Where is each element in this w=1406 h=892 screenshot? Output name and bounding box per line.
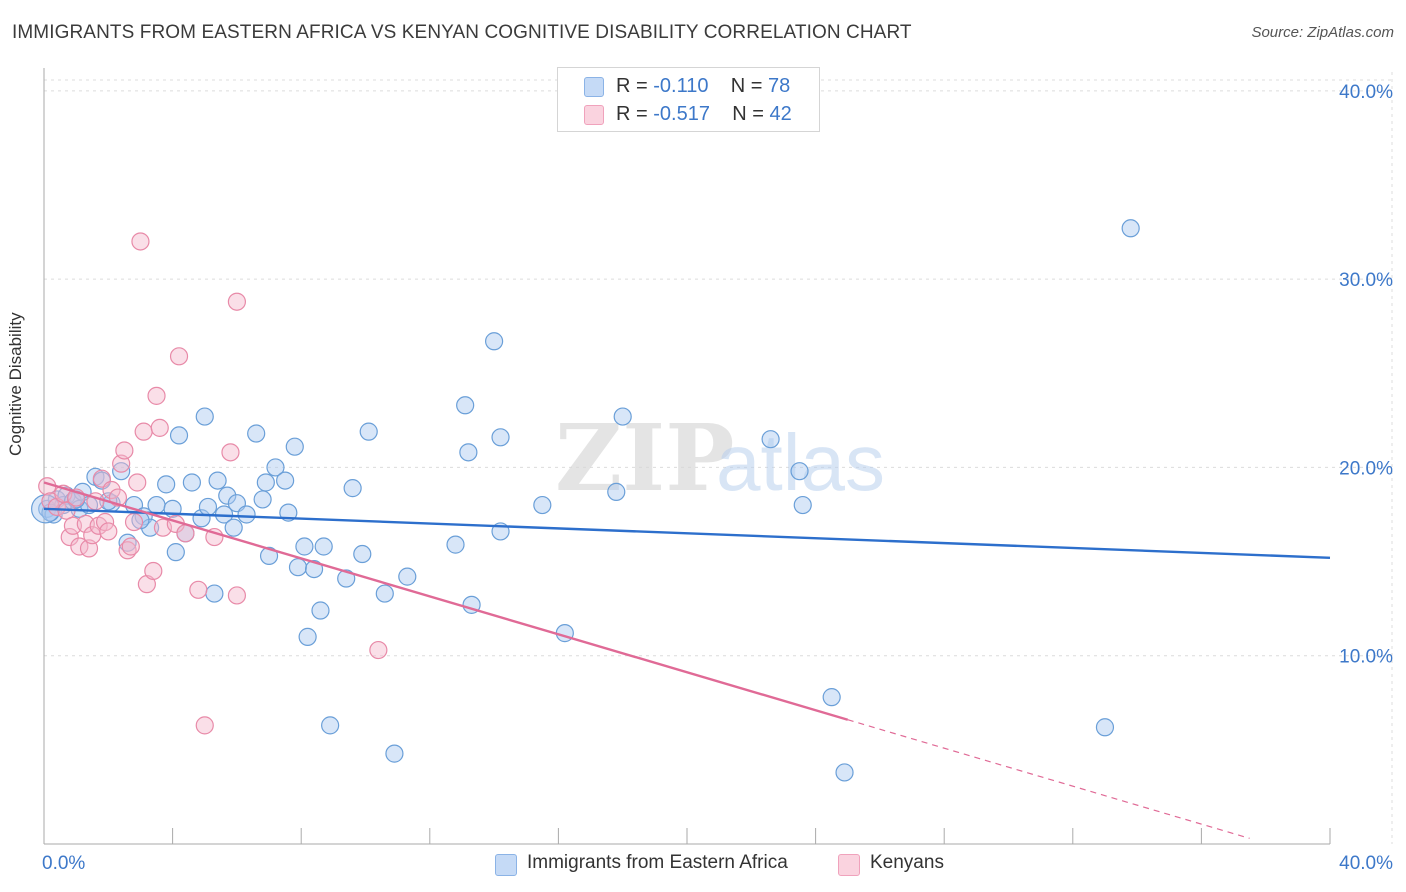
point-eastern-africa [375, 584, 394, 603]
point-eastern-africa [491, 428, 510, 447]
watermark-zip: ZIP [555, 404, 734, 512]
point-eastern-africa [459, 443, 478, 462]
trend-line-eastern-africa [43, 507, 1331, 559]
point-eastern-africa [485, 332, 504, 351]
bottom-legend-label-eastern-africa: Immigrants from Eastern Africa [527, 852, 788, 873]
point-kenyans [221, 443, 240, 462]
legend-swatch-kenyans [584, 105, 604, 125]
point-kenyans [115, 441, 134, 460]
point-eastern-africa [822, 688, 841, 707]
point-kenyans [124, 512, 144, 532]
y-axis-label: Cognitive Disability [6, 312, 25, 456]
legend-stats-kenyans: R = -0.517 N = 42 [616, 103, 792, 125]
y-tick-label: 40.0% [1339, 82, 1393, 103]
y-tick-label: 30.0% [1339, 270, 1393, 291]
point-eastern-africa [1095, 718, 1115, 737]
correlation-legend: R = -0.110 N = 78 R = -0.517 N = 42 [557, 67, 820, 132]
point-eastern-africa [276, 471, 295, 490]
point-eastern-africa [446, 535, 465, 554]
point-eastern-africa [343, 479, 362, 498]
y-tick-label: 20.0% [1339, 458, 1393, 479]
trend-lines [43, 481, 1331, 839]
point-eastern-africa [182, 473, 201, 492]
point-eastern-africa [321, 716, 340, 735]
legend-stats-eastern-africa: R = -0.110 N = 78 [616, 75, 791, 97]
point-kenyans [176, 524, 195, 543]
point-kenyans [121, 537, 140, 556]
point-eastern-africa [304, 559, 324, 579]
point-eastern-africa [140, 518, 160, 537]
point-eastern-africa [208, 471, 227, 490]
point-eastern-africa [311, 601, 330, 620]
point-eastern-africa [607, 482, 626, 501]
point-eastern-africa [295, 537, 314, 556]
legend-swatch-eastern-africa [584, 77, 604, 97]
point-eastern-africa [166, 543, 185, 562]
point-kenyans [60, 527, 79, 547]
point-kenyans [134, 422, 153, 441]
point-eastern-africa [112, 462, 131, 481]
point-eastern-africa [195, 407, 214, 426]
axes [43, 68, 1331, 845]
point-kenyans [102, 480, 121, 500]
data-points [31, 219, 1140, 782]
point-kenyans [150, 418, 169, 437]
point-eastern-africa [288, 558, 308, 577]
point-kenyans [169, 347, 189, 366]
point-eastern-africa [385, 744, 404, 763]
point-eastern-africa [793, 495, 812, 515]
point-kenyans [144, 561, 163, 581]
point-eastern-africa [761, 430, 780, 449]
trend-line-kenyans [43, 481, 849, 721]
point-eastern-africa [247, 424, 266, 443]
point-eastern-africa [285, 437, 304, 456]
point-eastern-africa [790, 462, 809, 481]
point-eastern-africa [157, 475, 176, 494]
point-kenyans [227, 292, 246, 311]
point-eastern-africa [259, 546, 279, 566]
point-kenyans [108, 488, 128, 507]
point-eastern-africa [456, 396, 475, 415]
point-eastern-africa [253, 490, 272, 509]
point-eastern-africa [1121, 219, 1140, 238]
chart-title: IMMIGRANTS FROM EASTERN AFRICA VS KENYAN… [12, 22, 912, 43]
point-eastern-africa [198, 497, 218, 517]
bottom-legend-label-kenyans: Kenyans [870, 852, 944, 873]
point-eastern-africa [398, 567, 417, 586]
point-eastern-africa [314, 537, 333, 556]
point-kenyans [147, 386, 166, 405]
point-eastern-africa [613, 407, 632, 426]
point-kenyans [227, 586, 246, 605]
point-kenyans [128, 473, 147, 492]
point-eastern-africa [835, 763, 854, 782]
bottom-legend-swatch-kenyans [838, 854, 860, 876]
point-eastern-africa [205, 584, 224, 603]
point-eastern-africa [224, 518, 243, 537]
point-eastern-africa [337, 569, 356, 588]
point-eastern-africa [266, 458, 285, 477]
x-tick-label-min: 0.0% [42, 853, 85, 874]
point-eastern-africa [169, 426, 189, 445]
x-tick-label-max: 40.0% [1339, 853, 1393, 874]
source-label: Source: ZipAtlas.com [1251, 24, 1394, 41]
bottom-legend-swatch-eastern-africa [495, 854, 517, 876]
point-kenyans [189, 580, 208, 599]
point-eastern-africa [298, 627, 317, 646]
point-eastern-africa [237, 505, 256, 524]
point-eastern-africa [147, 495, 166, 515]
point-eastern-africa [353, 544, 372, 564]
point-kenyans [131, 232, 150, 251]
point-eastern-africa [218, 486, 237, 505]
point-kenyans [99, 522, 118, 541]
point-kenyans [369, 640, 388, 660]
point-eastern-africa [256, 473, 275, 492]
point-eastern-africa [533, 495, 552, 515]
y-tick-label: 10.0% [1339, 647, 1393, 668]
point-kenyans [195, 716, 214, 735]
trend-extension-kenyans [847, 719, 1250, 839]
point-eastern-africa [359, 422, 378, 441]
tick-labels: 10.0% 20.0% 30.0% 40.0% 0.0% 40.0% [42, 82, 1393, 874]
